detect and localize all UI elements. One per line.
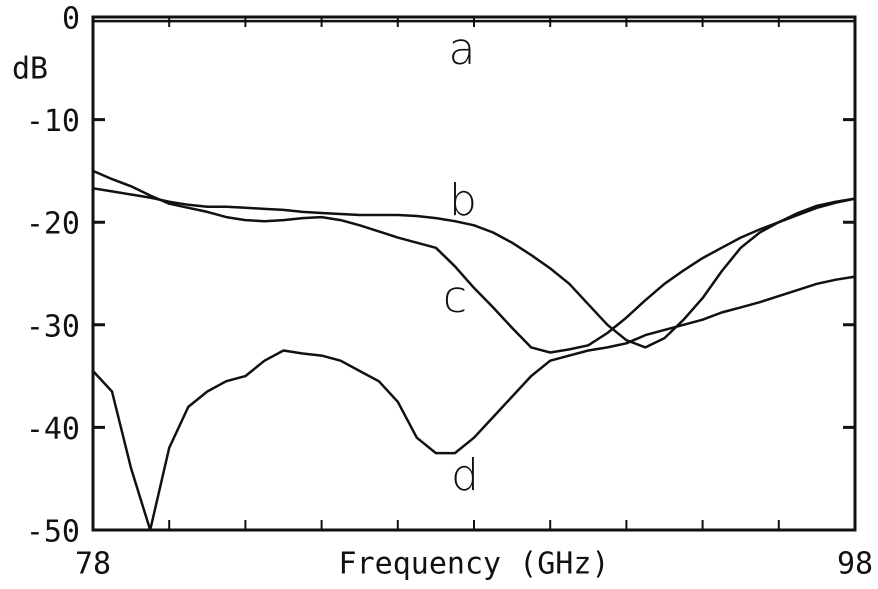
curve-label: c: [443, 272, 467, 323]
y-tick-label: -40: [26, 412, 80, 447]
y-tick-label: -50: [26, 515, 80, 550]
y-tick-label: -20: [26, 207, 80, 242]
y-axis-label: dB: [12, 52, 48, 87]
series-line: [92, 169, 856, 354]
curve-label: b: [449, 175, 477, 226]
x-axis-label: Frequency (GHz): [339, 547, 610, 582]
series-line: [92, 275, 856, 532]
x-tick-label: 98: [837, 547, 873, 582]
y-tick-label: -10: [26, 104, 80, 139]
y-tick-label: 0: [62, 2, 80, 37]
x-tick-label: 78: [75, 547, 111, 582]
curve-label: d: [451, 450, 479, 501]
y-tick-label: -30: [26, 309, 80, 344]
curve-label: a: [449, 24, 476, 75]
series-line: [92, 187, 856, 349]
